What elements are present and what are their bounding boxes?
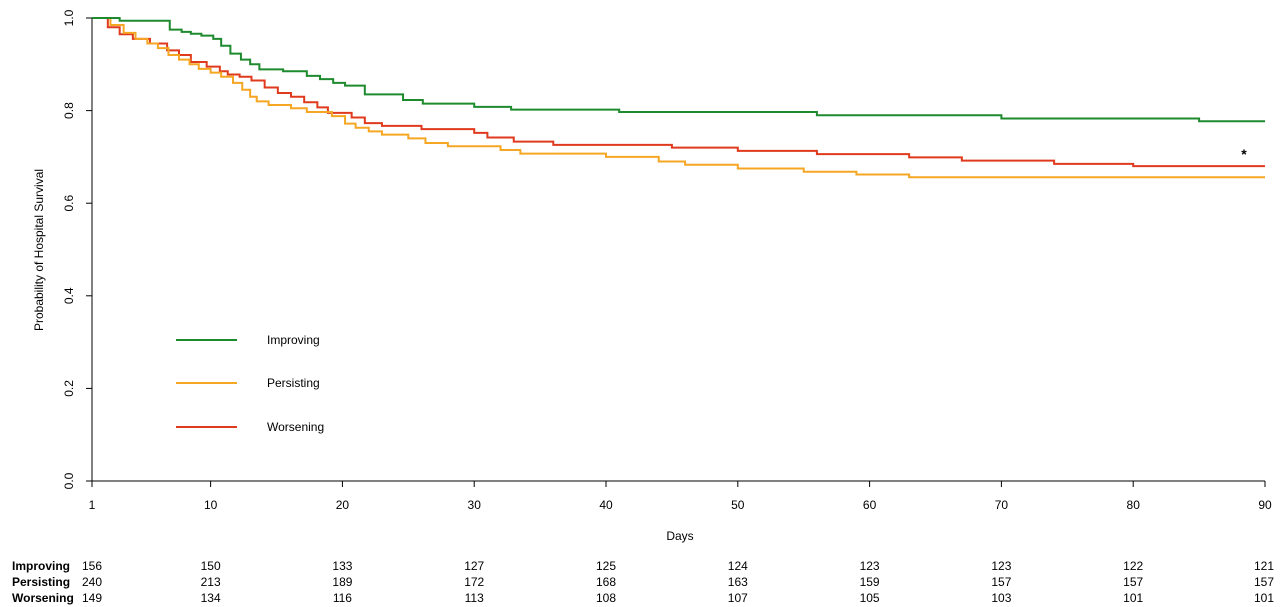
risk-count: 122: [1123, 559, 1143, 573]
x-ticks: 1 10 20 30 40 50 60 70 80 90: [89, 481, 1272, 512]
risk-count: 157: [1123, 575, 1143, 589]
risk-count: 149: [82, 591, 102, 605]
risk-count: 121: [1254, 559, 1274, 573]
risk-count: 157: [991, 575, 1011, 589]
x-tick-label: 80: [1127, 498, 1141, 512]
risk-count: 134: [201, 591, 221, 605]
y-tick-label: 1.0: [62, 9, 76, 26]
risk-count: 133: [332, 559, 352, 573]
series-line-improving: [92, 17, 1265, 123]
legend-label-improving: Improving: [267, 333, 320, 347]
x-tick-label: 50: [731, 498, 745, 512]
risk-count: 213: [201, 575, 221, 589]
y-axis-title: Probability of Hospital Survival: [32, 169, 46, 331]
risk-count: 159: [860, 575, 880, 589]
y-ticks: 0.0 0.2 0.4 0.6 0.8 1.0: [62, 9, 92, 489]
risk-row-label: Improving: [12, 559, 70, 573]
x-tick-label: 60: [863, 498, 877, 512]
x-tick-label: 10: [204, 498, 218, 512]
y-tick-label: 0.8: [62, 102, 76, 119]
series-line-worsening: [92, 17, 1265, 168]
risk-row-label: Persisting: [12, 575, 70, 589]
legend-label-persisting: Persisting: [267, 376, 320, 390]
risk-count: 108: [596, 591, 616, 605]
risk-count: 156: [82, 559, 102, 573]
risk-count: 123: [991, 559, 1011, 573]
risk-count: 157: [1254, 575, 1274, 589]
risk-count: 101: [1254, 591, 1274, 605]
legend: Improving Persisting Worsening: [176, 333, 324, 434]
risk-count: 123: [860, 559, 880, 573]
legend-label-worsening: Worsening: [267, 420, 324, 434]
series-line-persisting: [92, 17, 1265, 179]
risk-count: 172: [464, 575, 484, 589]
risk-table: Improving 156 150 133 127 125 124 123 123 122 121 P…: [12, 559, 1274, 605]
x-tick-label: 30: [468, 498, 482, 512]
significance-annotation: *: [1241, 146, 1247, 162]
risk-count: 240: [82, 575, 102, 589]
y-tick-label: 0.4: [62, 287, 76, 304]
risk-count: 124: [728, 559, 748, 573]
risk-count: 107: [728, 591, 748, 605]
axes: [91, 18, 1265, 482]
risk-count: 116: [333, 591, 352, 605]
risk-count: 101: [1123, 591, 1143, 605]
risk-count: 125: [596, 559, 616, 573]
risk-count: 168: [596, 575, 616, 589]
x-tick-label: 90: [1258, 498, 1272, 512]
y-tick-label: 0.6: [62, 195, 76, 212]
risk-row-label: Worsening: [12, 591, 74, 605]
series-group: [92, 17, 1265, 179]
risk-count: 113: [465, 591, 484, 605]
x-tick-label: 20: [336, 498, 350, 512]
x-tick-label: 70: [995, 498, 1009, 512]
risk-count: 189: [332, 575, 352, 589]
risk-count: 163: [728, 575, 748, 589]
y-tick-label: 0.2: [62, 380, 76, 397]
x-axis-title: Days: [666, 529, 693, 543]
x-tick-label: 40: [599, 498, 613, 512]
risk-count: 127: [464, 559, 484, 573]
risk-count: 103: [991, 591, 1011, 605]
risk-count: 105: [860, 591, 880, 605]
y-tick-label: 0.0: [62, 472, 76, 489]
risk-count: 150: [201, 559, 221, 573]
x-tick-label: 1: [89, 498, 96, 512]
